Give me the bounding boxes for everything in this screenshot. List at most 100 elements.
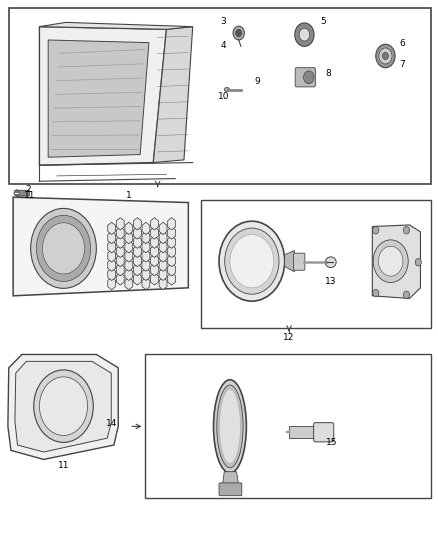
Polygon shape [142, 259, 150, 271]
Polygon shape [159, 259, 167, 271]
Polygon shape [223, 472, 239, 485]
Polygon shape [125, 222, 133, 235]
Polygon shape [108, 268, 116, 280]
Ellipse shape [213, 379, 246, 473]
Polygon shape [8, 354, 118, 459]
Ellipse shape [217, 385, 243, 468]
Polygon shape [117, 264, 124, 276]
Polygon shape [125, 250, 133, 262]
Text: 6: 6 [399, 39, 405, 49]
Circle shape [373, 240, 408, 282]
Polygon shape [168, 245, 176, 257]
Polygon shape [168, 227, 176, 239]
Polygon shape [153, 27, 193, 163]
Circle shape [403, 227, 410, 234]
Polygon shape [125, 268, 133, 280]
Text: 3: 3 [220, 17, 226, 26]
Circle shape [299, 28, 310, 41]
Circle shape [379, 48, 392, 64]
Polygon shape [125, 277, 133, 290]
Polygon shape [134, 273, 141, 285]
Circle shape [415, 259, 421, 266]
Polygon shape [142, 268, 150, 280]
Polygon shape [168, 264, 176, 276]
Text: 4: 4 [221, 41, 226, 50]
Polygon shape [151, 254, 159, 266]
Polygon shape [142, 241, 150, 253]
Circle shape [233, 26, 244, 40]
Polygon shape [125, 231, 133, 244]
Circle shape [236, 29, 242, 37]
Polygon shape [159, 222, 167, 235]
Polygon shape [142, 277, 150, 290]
Polygon shape [168, 273, 176, 285]
Polygon shape [108, 259, 116, 271]
Polygon shape [151, 264, 159, 276]
Polygon shape [117, 217, 124, 230]
Polygon shape [285, 251, 294, 272]
Polygon shape [168, 236, 176, 248]
Polygon shape [134, 245, 141, 257]
Text: 11: 11 [58, 461, 69, 470]
Polygon shape [159, 268, 167, 280]
Polygon shape [159, 277, 167, 290]
Polygon shape [39, 27, 166, 165]
Polygon shape [142, 250, 150, 262]
Polygon shape [108, 241, 116, 253]
Polygon shape [108, 250, 116, 262]
Polygon shape [151, 227, 159, 239]
Text: 11: 11 [24, 191, 35, 200]
Polygon shape [108, 222, 116, 235]
Polygon shape [151, 273, 159, 285]
Text: 9: 9 [254, 77, 260, 86]
Text: 7: 7 [399, 60, 405, 69]
Text: 12: 12 [283, 333, 295, 342]
FancyBboxPatch shape [295, 68, 315, 87]
Polygon shape [108, 231, 116, 244]
Polygon shape [142, 222, 150, 235]
Ellipse shape [219, 389, 240, 464]
Circle shape [230, 235, 274, 288]
Circle shape [295, 23, 314, 46]
Polygon shape [151, 236, 159, 248]
Circle shape [373, 289, 379, 297]
Ellipse shape [325, 257, 336, 268]
Polygon shape [289, 426, 315, 438]
Bar [9, 8, 431, 184]
Polygon shape [48, 40, 149, 157]
Text: 14: 14 [106, 419, 117, 429]
Polygon shape [117, 273, 124, 285]
Circle shape [373, 227, 379, 234]
Text: 8: 8 [325, 69, 332, 78]
Bar [201, 200, 431, 328]
Polygon shape [134, 254, 141, 266]
FancyBboxPatch shape [314, 423, 334, 442]
Polygon shape [168, 254, 176, 266]
Circle shape [34, 370, 93, 442]
Bar [145, 354, 431, 498]
Circle shape [31, 208, 96, 288]
Circle shape [36, 215, 91, 281]
Polygon shape [13, 197, 188, 296]
Polygon shape [117, 245, 124, 257]
Circle shape [39, 377, 88, 435]
Circle shape [382, 52, 389, 60]
Polygon shape [39, 22, 193, 29]
Polygon shape [151, 245, 159, 257]
Polygon shape [117, 227, 124, 239]
FancyBboxPatch shape [293, 253, 305, 270]
Text: 2: 2 [26, 185, 31, 193]
Text: 5: 5 [320, 17, 326, 26]
Polygon shape [15, 361, 111, 452]
Circle shape [42, 223, 85, 274]
Text: 15: 15 [326, 438, 338, 447]
Polygon shape [142, 231, 150, 244]
FancyBboxPatch shape [219, 483, 242, 496]
Polygon shape [108, 277, 116, 290]
Polygon shape [134, 227, 141, 239]
Polygon shape [159, 241, 167, 253]
Text: 1: 1 [126, 191, 132, 200]
Circle shape [304, 71, 314, 84]
Polygon shape [372, 225, 420, 298]
Polygon shape [117, 236, 124, 248]
